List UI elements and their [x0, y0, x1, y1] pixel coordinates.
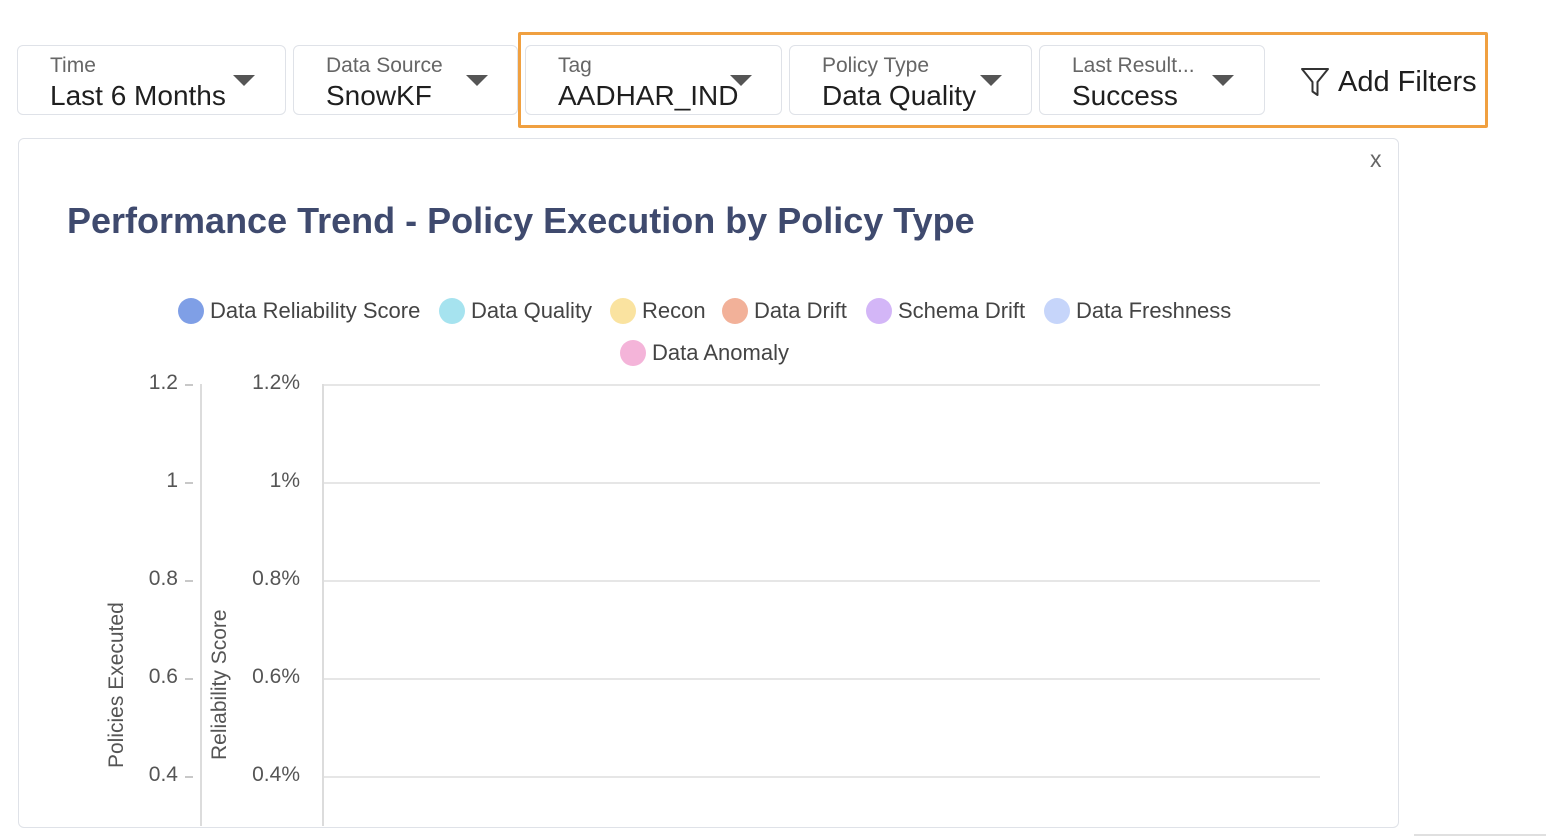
legend-item[interactable]: Schema Drift	[866, 296, 1025, 326]
left-y-tick-label: 1.2	[148, 371, 178, 394]
policy-type-filter[interactable]: Policy Type Data Quality	[789, 45, 1032, 115]
legend-dot	[620, 340, 646, 366]
last-result-filter[interactable]: Last Result... Success	[1039, 45, 1265, 115]
tick-mark	[185, 776, 193, 778]
policy-type-filter-label: Policy Type	[822, 54, 929, 77]
legend-dot	[439, 298, 465, 324]
data-source-filter-label: Data Source	[326, 54, 443, 77]
left-y-tick-label: 0.4	[148, 763, 178, 786]
policy-type-filter-value: Data Quality	[822, 80, 977, 111]
legend-label: Data Freshness	[1076, 298, 1232, 323]
chart-title: Performance Trend - Policy Execution by …	[67, 200, 975, 241]
left-y-axis-line	[200, 384, 202, 826]
chevron-down-icon	[730, 75, 752, 86]
right-y-tick-label: 0.8%	[252, 567, 300, 590]
chevron-down-icon	[466, 75, 488, 86]
close-chart-button[interactable]: x	[1370, 146, 1382, 172]
tick-mark	[185, 384, 193, 386]
tick-mark	[185, 482, 193, 484]
tag-filter-value: AADHAR_IND	[558, 80, 739, 111]
gridline	[323, 776, 1320, 778]
right-y-tick-label: 0.6%	[252, 665, 300, 688]
gridline	[323, 580, 1320, 582]
left-y-tick-label: 0.8	[148, 567, 178, 590]
tick-mark	[185, 678, 193, 680]
left-y-axis-title: Policies Executed	[105, 602, 128, 768]
filter-highlight-box	[518, 32, 1488, 128]
legend-item[interactable]: Data Drift	[722, 296, 847, 326]
legend-dot	[722, 298, 748, 324]
left-y-tick-label: 0.6	[148, 665, 178, 688]
time-filter-label: Time	[50, 54, 96, 77]
legend-item[interactable]: Data Freshness	[1044, 296, 1231, 326]
right-y-tick-label: 1%	[269, 469, 300, 492]
chevron-down-icon	[1212, 75, 1234, 86]
right-y-axis-title: Reliability Score	[208, 609, 231, 760]
time-filter-value: Last 6 Months	[50, 80, 226, 111]
horizontal-scrollbar[interactable]	[1414, 834, 1546, 836]
right-y-axis-line	[322, 384, 324, 826]
legend-item[interactable]: Data Quality	[439, 296, 592, 326]
tag-filter[interactable]: Tag AADHAR_IND	[525, 45, 782, 115]
legend-dot	[1044, 298, 1070, 324]
add-filters-button[interactable]: Add Filters	[1300, 62, 1477, 102]
legend-item[interactable]: Recon	[610, 296, 706, 326]
legend-label: Schema Drift	[898, 298, 1026, 323]
filter-funnel-icon	[1301, 68, 1329, 96]
legend-item[interactable]: Data Reliability Score	[178, 296, 420, 326]
add-filters-label: Add Filters	[1338, 65, 1477, 98]
data-source-filter-value: SnowKF	[326, 80, 432, 111]
right-y-tick-label: 0.4%	[252, 763, 300, 786]
legend-label: Data Anomaly	[652, 340, 789, 365]
legend-label: Data Quality	[471, 298, 593, 323]
legend-label: Data Reliability Score	[210, 298, 421, 323]
gridline	[323, 384, 1320, 386]
chevron-down-icon	[980, 75, 1002, 86]
time-filter[interactable]: Time Last 6 Months	[17, 45, 286, 115]
legend-dot	[866, 298, 892, 324]
data-source-filter[interactable]: Data Source SnowKF	[293, 45, 518, 115]
tick-mark	[185, 580, 193, 582]
legend-label: Data Drift	[754, 298, 847, 323]
last-result-filter-value: Success	[1072, 80, 1178, 111]
tag-filter-label: Tag	[558, 54, 592, 77]
chevron-down-icon	[233, 75, 255, 86]
right-y-tick-label: 1.2%	[252, 371, 300, 394]
last-result-filter-label: Last Result...	[1072, 54, 1195, 77]
legend-dot	[178, 298, 204, 324]
legend-dot	[610, 298, 636, 324]
gridline	[323, 482, 1320, 484]
legend-label: Recon	[642, 298, 706, 323]
left-y-tick-label: 1	[166, 469, 178, 492]
legend-item[interactable]: Data Anomaly	[620, 338, 789, 368]
gridline	[323, 678, 1320, 680]
